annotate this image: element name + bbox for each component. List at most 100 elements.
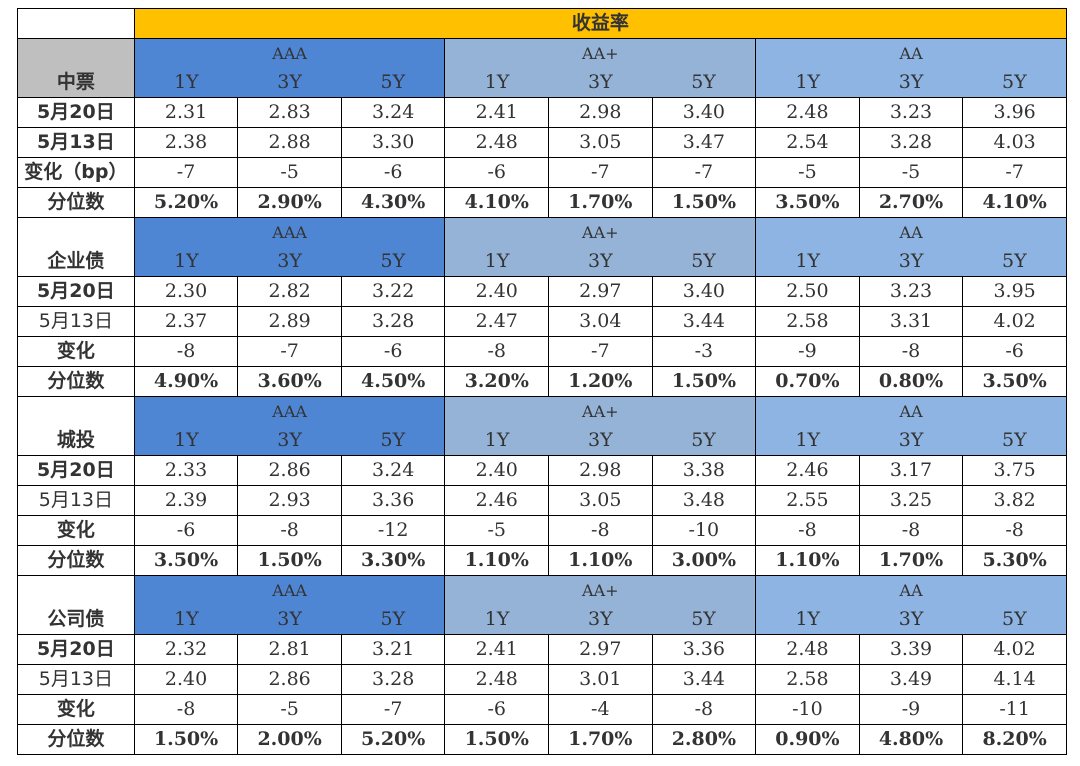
table-cell: 3.00% <box>651 545 757 576</box>
table-cell: 4.02 <box>962 306 1067 337</box>
table-cell: -8 <box>962 515 1067 546</box>
table-cell: -6 <box>444 157 550 188</box>
row-label: 分位数 <box>17 187 135 218</box>
tenor-label: 5Y <box>691 608 716 630</box>
table-cell: -8 <box>133 694 239 725</box>
table-cell: 3.96 <box>962 97 1067 128</box>
table-cell: 2.31 <box>133 97 239 128</box>
tenor-label: 1Y <box>484 429 510 451</box>
table-cell: 2.41 <box>444 97 550 128</box>
table-cell: 3.75 <box>962 455 1067 486</box>
table-cell: 3.20% <box>444 366 550 397</box>
table-cell: 3.38 <box>651 455 757 486</box>
table-cell: -7 <box>340 694 446 725</box>
tenor-label: 5Y <box>380 608 406 630</box>
table-cell: 2.33 <box>133 455 239 486</box>
row-label: 变化 <box>17 336 135 367</box>
row-label: 5月13日 <box>17 485 135 516</box>
table-cell: 1.50% <box>651 187 757 218</box>
table-row: 变化 -8 -5 -7 -6 -4 -8 -10 -9 -11 <box>17 694 1067 725</box>
section-label: 公司债 <box>17 575 135 635</box>
table-cell: -3 <box>651 336 757 367</box>
tenor-label: 3Y <box>587 250 613 272</box>
grade-label: AA <box>899 581 923 600</box>
table-cell: 5.20% <box>133 187 239 218</box>
grade-header: AAA 1Y 3Y 5Y <box>133 396 446 456</box>
table-cell: 3.28 <box>340 306 446 337</box>
table-cell: 1.10% <box>548 545 653 576</box>
table-cell: 2.81 <box>237 634 342 665</box>
table-cell: -8 <box>133 336 239 367</box>
tenor-label: 3Y <box>277 250 302 272</box>
table-cell: -7 <box>651 157 757 188</box>
table-cell: 1.10% <box>444 545 550 576</box>
table-cell: 5.20% <box>340 724 446 755</box>
table-cell: -10 <box>651 515 757 546</box>
table-cell: 2.39 <box>133 485 239 516</box>
table-cell: 2.40 <box>444 455 550 486</box>
grade-header: AA+ 1Y 3Y 5Y <box>444 38 757 98</box>
table-cell: -5 <box>755 157 860 188</box>
table-cell: 2.48 <box>444 664 550 695</box>
table-cell: -7 <box>237 336 342 367</box>
table-cell: 2.82 <box>237 276 342 307</box>
grade-header: AA+ 1Y 3Y 5Y <box>444 575 757 635</box>
tenor-label: 5Y <box>1002 429 1027 451</box>
table-cell: 4.50% <box>340 366 446 397</box>
tenor-label: 1Y <box>484 71 510 93</box>
tenor-label: 5Y <box>1002 608 1027 630</box>
table-title: 收益率 <box>133 8 1068 39</box>
grade-header: AAA 1Y 3Y 5Y <box>133 38 446 98</box>
table-cell: -8 <box>651 694 757 725</box>
table-cell: 4.02 <box>962 634 1067 665</box>
table-cell: 3.48 <box>651 485 757 516</box>
section-header-row: 企业债 AAA 1Y 3Y 5Y AA+ 1Y 3Y 5Y AA 1Y 3Y 5Y <box>17 217 1067 277</box>
table-cell: 2.48 <box>755 634 860 665</box>
table-cell: -8 <box>858 515 964 546</box>
table-cell: 1.70% <box>548 724 653 755</box>
table-cell: 2.54 <box>755 127 860 158</box>
table-row: 分位数 4.90% 3.60% 4.50% 3.20% 1.20% 1.50% 0.70% 0.… <box>17 366 1067 397</box>
table-cell: 2.93 <box>237 485 342 516</box>
table-row: 变化 -8 -7 -6 -8 -7 -3 -9 -8 -6 <box>17 336 1067 367</box>
table-cell: 3.31 <box>858 306 964 337</box>
table-cell: 2.32 <box>133 634 239 665</box>
table-cell: -9 <box>858 694 964 725</box>
tenor-label: 3Y <box>587 71 613 93</box>
table-cell: -8 <box>237 515 342 546</box>
grade-label: AAA <box>272 402 307 421</box>
table-cell: 3.95 <box>962 276 1067 307</box>
tenor-label: 5Y <box>691 429 716 451</box>
row-label: 5月13日 <box>17 664 135 695</box>
table-cell: 3.28 <box>858 127 964 158</box>
row-label: 5月20日 <box>17 634 135 665</box>
grade-label: AA+ <box>582 402 619 421</box>
table-cell: 3.23 <box>858 276 964 307</box>
section-header-row: 公司债 AAA 1Y 3Y 5Y AA+ 1Y 3Y 5Y AA 1Y 3Y 5Y <box>17 575 1067 635</box>
table-cell: 2.58 <box>755 306 860 337</box>
table-cell: 2.46 <box>755 455 860 486</box>
table-cell: 4.14 <box>962 664 1067 695</box>
table-cell: 2.98 <box>548 97 653 128</box>
grade-label: AA <box>899 44 923 63</box>
table-cell: 3.39 <box>858 634 964 665</box>
table-cell: -12 <box>340 515 446 546</box>
tenor-label: 5Y <box>380 250 406 272</box>
grade-header: AA 1Y 3Y 5Y <box>755 575 1067 635</box>
table-cell: -5 <box>237 694 342 725</box>
tenor-label: 3Y <box>898 429 924 451</box>
grade-label: AA+ <box>582 581 619 600</box>
tenor-label: 5Y <box>380 429 406 451</box>
grade-label: AAA <box>272 581 307 600</box>
table-row: 5月20日 2.32 2.81 3.21 2.41 2.97 3.36 2.48 3.39 4.0… <box>17 634 1067 665</box>
section-header-row: 城投 AAA 1Y 3Y 5Y AA+ 1Y 3Y 5Y AA 1Y 3Y 5Y <box>17 396 1067 456</box>
table-cell: 3.60% <box>237 366 342 397</box>
table-cell: 3.04 <box>548 306 653 337</box>
table-cell: 4.90% <box>133 366 239 397</box>
tenor-label: 1Y <box>174 250 199 272</box>
table-cell: 2.88 <box>237 127 342 158</box>
table-cell: -7 <box>548 336 653 367</box>
table-cell: 8.20% <box>962 724 1067 755</box>
table-row: 5月20日 2.31 2.83 3.24 2.41 2.98 3.40 2.48 3.23 3.9… <box>17 97 1067 128</box>
table-cell: 2.58 <box>755 664 860 695</box>
